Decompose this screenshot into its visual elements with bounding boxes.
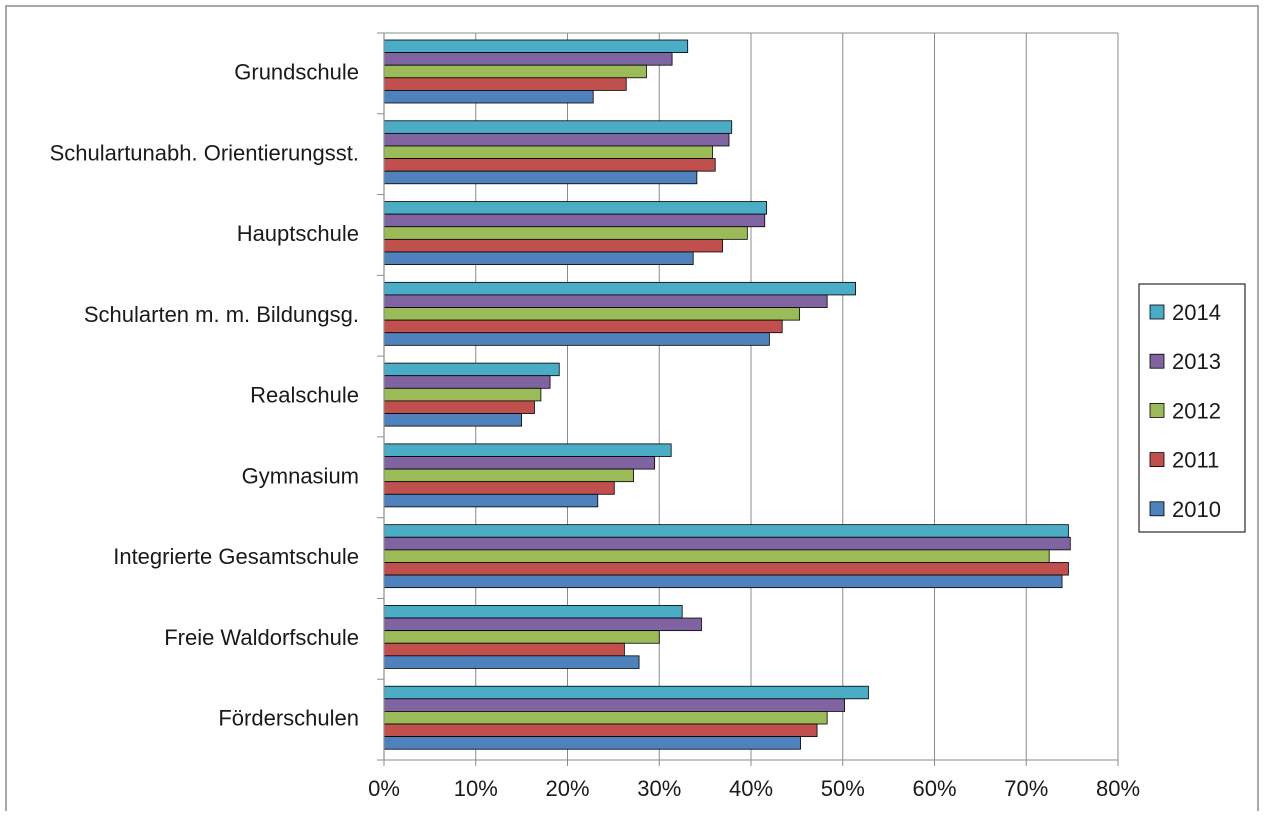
category-label: Gymnasium — [242, 463, 359, 488]
x-tick-labels: 0% 10% 20% 30% 40% 50% 60% 70% 80% — [368, 776, 1140, 801]
bar-2014 — [383, 605, 683, 619]
x-tick-label: 60% — [912, 776, 956, 801]
category-label: Schularten m. m. Bildungsg. — [84, 302, 359, 327]
bar-2012 — [383, 630, 660, 644]
bar-2010 — [383, 90, 594, 104]
bar-2011 — [383, 77, 627, 91]
legend-swatch-2011 — [1149, 452, 1165, 468]
bar-2014 — [383, 685, 869, 700]
bar-2012 — [383, 307, 801, 321]
bar-2011 — [383, 562, 1069, 576]
bar-2013 — [383, 213, 766, 228]
x-tick-label: 70% — [1004, 776, 1048, 801]
legend-swatch-2010 — [1149, 501, 1165, 517]
bar-2014 — [383, 524, 1069, 538]
bar-2014 — [383, 281, 856, 296]
bar-2010 — [383, 736, 801, 750]
category-label: Schulartunabh. Orientierungsst. — [50, 140, 359, 165]
bar-2013 — [383, 52, 673, 66]
bar-2010 — [383, 574, 1063, 589]
category-label: Freie Waldorfschule — [164, 625, 359, 650]
bar-2010 — [383, 332, 770, 346]
x-tick-label: 40% — [729, 776, 773, 801]
legend-label: 2014 — [1172, 300, 1221, 325]
bar-2014 — [383, 120, 733, 134]
legend-label: 2011 — [1172, 448, 1219, 473]
bar-2011 — [383, 238, 723, 253]
axes — [377, 32, 1119, 766]
bar-2014 — [383, 39, 689, 54]
bar-2014 — [383, 443, 672, 457]
bar-2010 — [383, 655, 640, 669]
category-labels: Grundschule Schulartunabh. Orientierungss… — [50, 60, 359, 731]
x-tick-label: 50% — [821, 776, 865, 801]
legend-label: 2012 — [1172, 398, 1221, 423]
bar-2013 — [383, 132, 730, 147]
bar-2013 — [383, 698, 845, 712]
bar-2013 — [383, 617, 702, 632]
bar-2013 — [383, 294, 828, 308]
legend-label: 2013 — [1172, 349, 1221, 374]
category-label: Grundschule — [234, 60, 359, 85]
x-tick-label: 20% — [545, 776, 589, 801]
category-label: Integrierte Gesamtschule — [113, 544, 359, 569]
bar-2012 — [383, 468, 634, 483]
bar-2013 — [383, 536, 1071, 551]
bar-2011 — [383, 481, 615, 495]
bar-2011 — [383, 642, 625, 657]
bar-2012 — [383, 145, 713, 159]
x-tick-label: 80% — [1096, 776, 1140, 801]
bar-2010 — [383, 170, 698, 185]
bar-2013 — [383, 456, 656, 470]
x-tick-label: 30% — [637, 776, 681, 801]
bar-2014 — [383, 362, 560, 377]
category-label: Realschule — [250, 383, 359, 408]
legend-swatch-2012 — [1149, 402, 1165, 418]
bar-2013 — [383, 375, 551, 389]
bar-2014 — [383, 201, 767, 215]
bar-2010 — [383, 251, 694, 265]
legend-swatch-2014 — [1149, 304, 1165, 320]
bar-2012 — [383, 64, 647, 79]
bar-2010 — [383, 413, 523, 427]
bar-2010 — [383, 493, 599, 508]
legend: 2014 2013 2012 2011 2010 — [1138, 283, 1246, 533]
bar-2012 — [383, 226, 748, 240]
bar-2012 — [383, 549, 1050, 563]
bar-2011 — [383, 723, 818, 738]
bar-2011 — [383, 400, 535, 414]
legend-label: 2010 — [1172, 497, 1221, 522]
category-label: Hauptschule — [237, 221, 359, 246]
bar-2012 — [383, 387, 542, 402]
bar-2012 — [383, 711, 828, 725]
bar-2011 — [383, 158, 716, 172]
x-tick-label: 0% — [368, 776, 400, 801]
x-tick-label: 10% — [454, 776, 498, 801]
legend-swatch-2013 — [1149, 353, 1165, 369]
category-label: Förderschulen — [218, 706, 359, 731]
bar-2011 — [383, 319, 783, 334]
